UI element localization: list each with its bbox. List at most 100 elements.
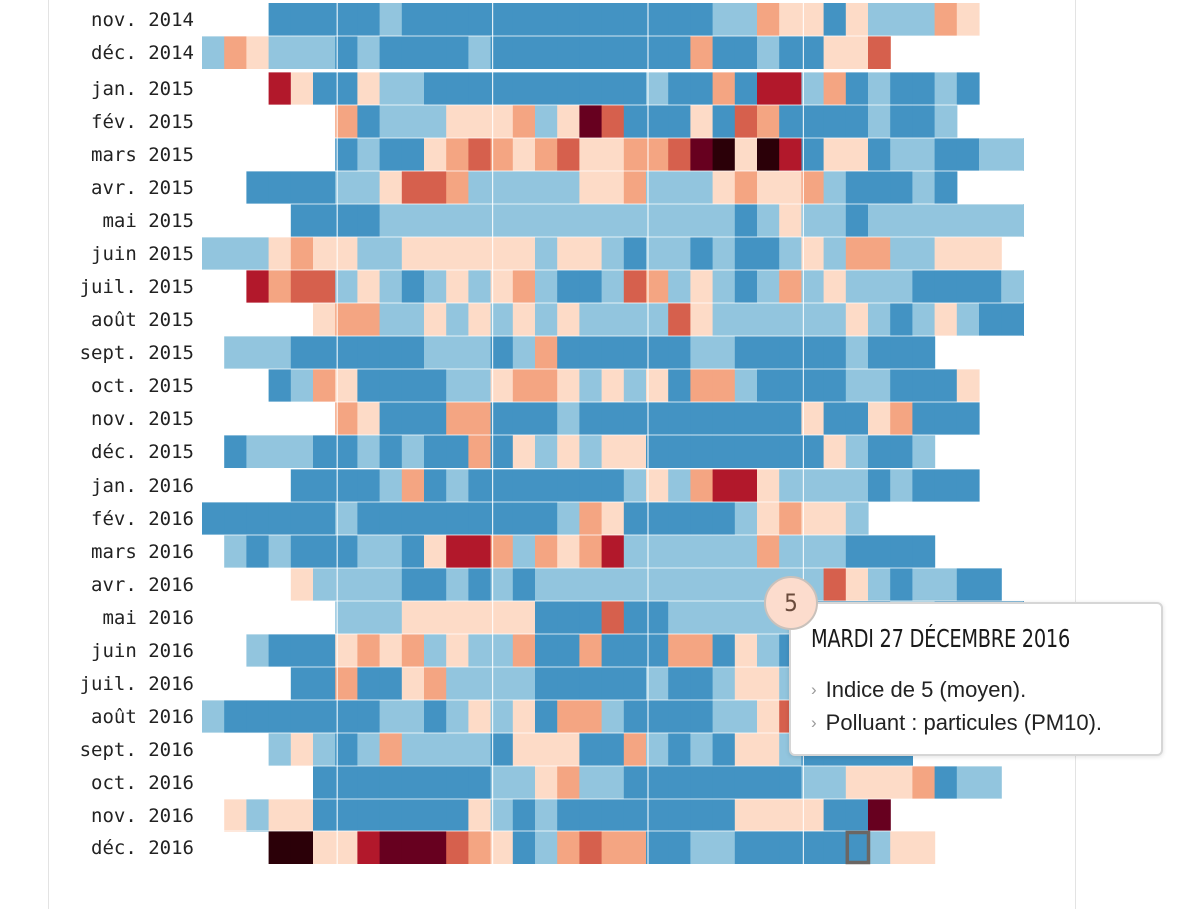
heatmap-cell[interactable] xyxy=(313,36,336,69)
heatmap-cell[interactable] xyxy=(734,634,758,667)
heatmap-cell[interactable] xyxy=(335,237,358,270)
heatmap-cell[interactable] xyxy=(623,435,647,468)
heatmap-cell[interactable] xyxy=(868,204,891,237)
heatmap-cell[interactable] xyxy=(845,72,869,105)
heatmap-cell[interactable] xyxy=(668,766,691,799)
heatmap-cell[interactable] xyxy=(690,171,714,204)
heatmap-cell[interactable] xyxy=(424,634,447,667)
heatmap-cell[interactable] xyxy=(290,700,314,733)
heatmap-cell[interactable] xyxy=(646,700,669,733)
heatmap-cell[interactable] xyxy=(379,733,403,766)
heatmap-cell[interactable] xyxy=(313,831,336,864)
heatmap-cell[interactable] xyxy=(512,469,536,502)
heatmap-cell[interactable] xyxy=(845,766,869,799)
heatmap-cell[interactable] xyxy=(424,270,447,303)
heatmap-cell[interactable] xyxy=(779,171,802,204)
heatmap-cell[interactable] xyxy=(579,369,603,402)
heatmap-cell[interactable] xyxy=(646,270,669,303)
heatmap-cell[interactable] xyxy=(535,138,558,171)
heatmap-cell[interactable] xyxy=(290,204,314,237)
heatmap-cell[interactable] xyxy=(668,831,691,864)
heatmap-cell[interactable] xyxy=(313,766,336,799)
heatmap-cell[interactable] xyxy=(623,303,647,336)
heatmap-cell[interactable] xyxy=(712,72,736,105)
heatmap-cell[interactable] xyxy=(757,700,780,733)
heatmap-cell[interactable] xyxy=(535,204,558,237)
heatmap-cell[interactable] xyxy=(557,3,580,36)
heatmap-cell[interactable] xyxy=(512,831,536,864)
heatmap-cell[interactable] xyxy=(535,667,558,700)
heatmap-cell[interactable] xyxy=(446,36,469,69)
heatmap-cell[interactable] xyxy=(912,469,936,502)
heatmap-cell[interactable] xyxy=(535,402,558,435)
heatmap-cell[interactable] xyxy=(890,336,913,369)
heatmap-cell[interactable] xyxy=(801,435,825,468)
heatmap-cell[interactable] xyxy=(579,138,603,171)
heatmap-cell[interactable] xyxy=(379,667,403,700)
heatmap-cell[interactable] xyxy=(446,667,469,700)
heatmap-cell[interactable] xyxy=(601,733,625,766)
heatmap-cell[interactable] xyxy=(734,138,758,171)
heatmap-cell[interactable] xyxy=(912,402,936,435)
heatmap-cell[interactable] xyxy=(468,72,492,105)
heatmap-cell[interactable] xyxy=(712,402,736,435)
heatmap-cell[interactable] xyxy=(601,204,625,237)
heatmap-cell[interactable] xyxy=(335,369,358,402)
heatmap-cell[interactable] xyxy=(557,303,580,336)
heatmap-cell[interactable] xyxy=(601,270,625,303)
heatmap-cell[interactable] xyxy=(823,402,847,435)
heatmap-cell[interactable] xyxy=(579,502,603,535)
heatmap-cell[interactable] xyxy=(290,831,314,864)
heatmap-cell[interactable] xyxy=(757,138,780,171)
heatmap-cell[interactable] xyxy=(468,369,492,402)
heatmap-cell[interactable] xyxy=(557,138,580,171)
heatmap-cell[interactable] xyxy=(512,402,536,435)
heatmap-cell[interactable] xyxy=(668,204,691,237)
heatmap-cell[interactable] xyxy=(646,535,669,568)
heatmap-cell[interactable] xyxy=(956,402,980,435)
heatmap-cell[interactable] xyxy=(490,369,514,402)
heatmap-cell[interactable] xyxy=(557,105,580,138)
heatmap-cell[interactable] xyxy=(690,831,714,864)
heatmap-cell[interactable] xyxy=(801,502,825,535)
heatmap-cell[interactable] xyxy=(446,171,469,204)
heatmap-cell[interactable] xyxy=(779,535,802,568)
heatmap-cell[interactable] xyxy=(779,138,802,171)
heatmap-cell[interactable] xyxy=(401,105,425,138)
heatmap-cell[interactable] xyxy=(779,270,802,303)
heatmap-cell[interactable] xyxy=(490,831,514,864)
heatmap-cell[interactable] xyxy=(734,733,758,766)
heatmap-cell[interactable] xyxy=(868,36,891,69)
heatmap-cell[interactable] xyxy=(335,535,358,568)
heatmap-cell[interactable] xyxy=(623,270,647,303)
heatmap-cell[interactable] xyxy=(734,36,758,69)
heatmap-cell[interactable] xyxy=(579,469,603,502)
heatmap-cell[interactable] xyxy=(313,502,336,535)
heatmap-cell[interactable] xyxy=(357,634,381,667)
heatmap-cell[interactable] xyxy=(868,171,891,204)
heatmap-cell[interactable] xyxy=(734,237,758,270)
heatmap-cell[interactable] xyxy=(912,369,936,402)
heatmap-cell[interactable] xyxy=(934,568,958,601)
heatmap-cell[interactable] xyxy=(934,270,958,303)
heatmap-cell[interactable] xyxy=(468,171,492,204)
heatmap-cell[interactable] xyxy=(446,369,469,402)
heatmap-cell[interactable] xyxy=(290,667,314,700)
heatmap-cell[interactable] xyxy=(845,303,869,336)
heatmap-cell[interactable] xyxy=(401,568,425,601)
heatmap-cell[interactable] xyxy=(313,72,336,105)
heatmap-cell[interactable] xyxy=(290,733,314,766)
heatmap-cell[interactable] xyxy=(668,270,691,303)
heatmap-cell[interactable] xyxy=(912,535,936,568)
heatmap-cell[interactable] xyxy=(601,469,625,502)
heatmap-cell[interactable] xyxy=(623,72,647,105)
heatmap-cell[interactable] xyxy=(446,700,469,733)
heatmap-cell[interactable] xyxy=(1001,204,1024,237)
heatmap-cell[interactable] xyxy=(823,36,847,69)
heatmap-cell[interactable] xyxy=(934,204,958,237)
heatmap-cell[interactable] xyxy=(579,3,603,36)
heatmap-cell[interactable] xyxy=(801,766,825,799)
heatmap-cell[interactable] xyxy=(934,303,958,336)
heatmap-cell[interactable] xyxy=(490,766,514,799)
heatmap-cell[interactable] xyxy=(490,435,514,468)
